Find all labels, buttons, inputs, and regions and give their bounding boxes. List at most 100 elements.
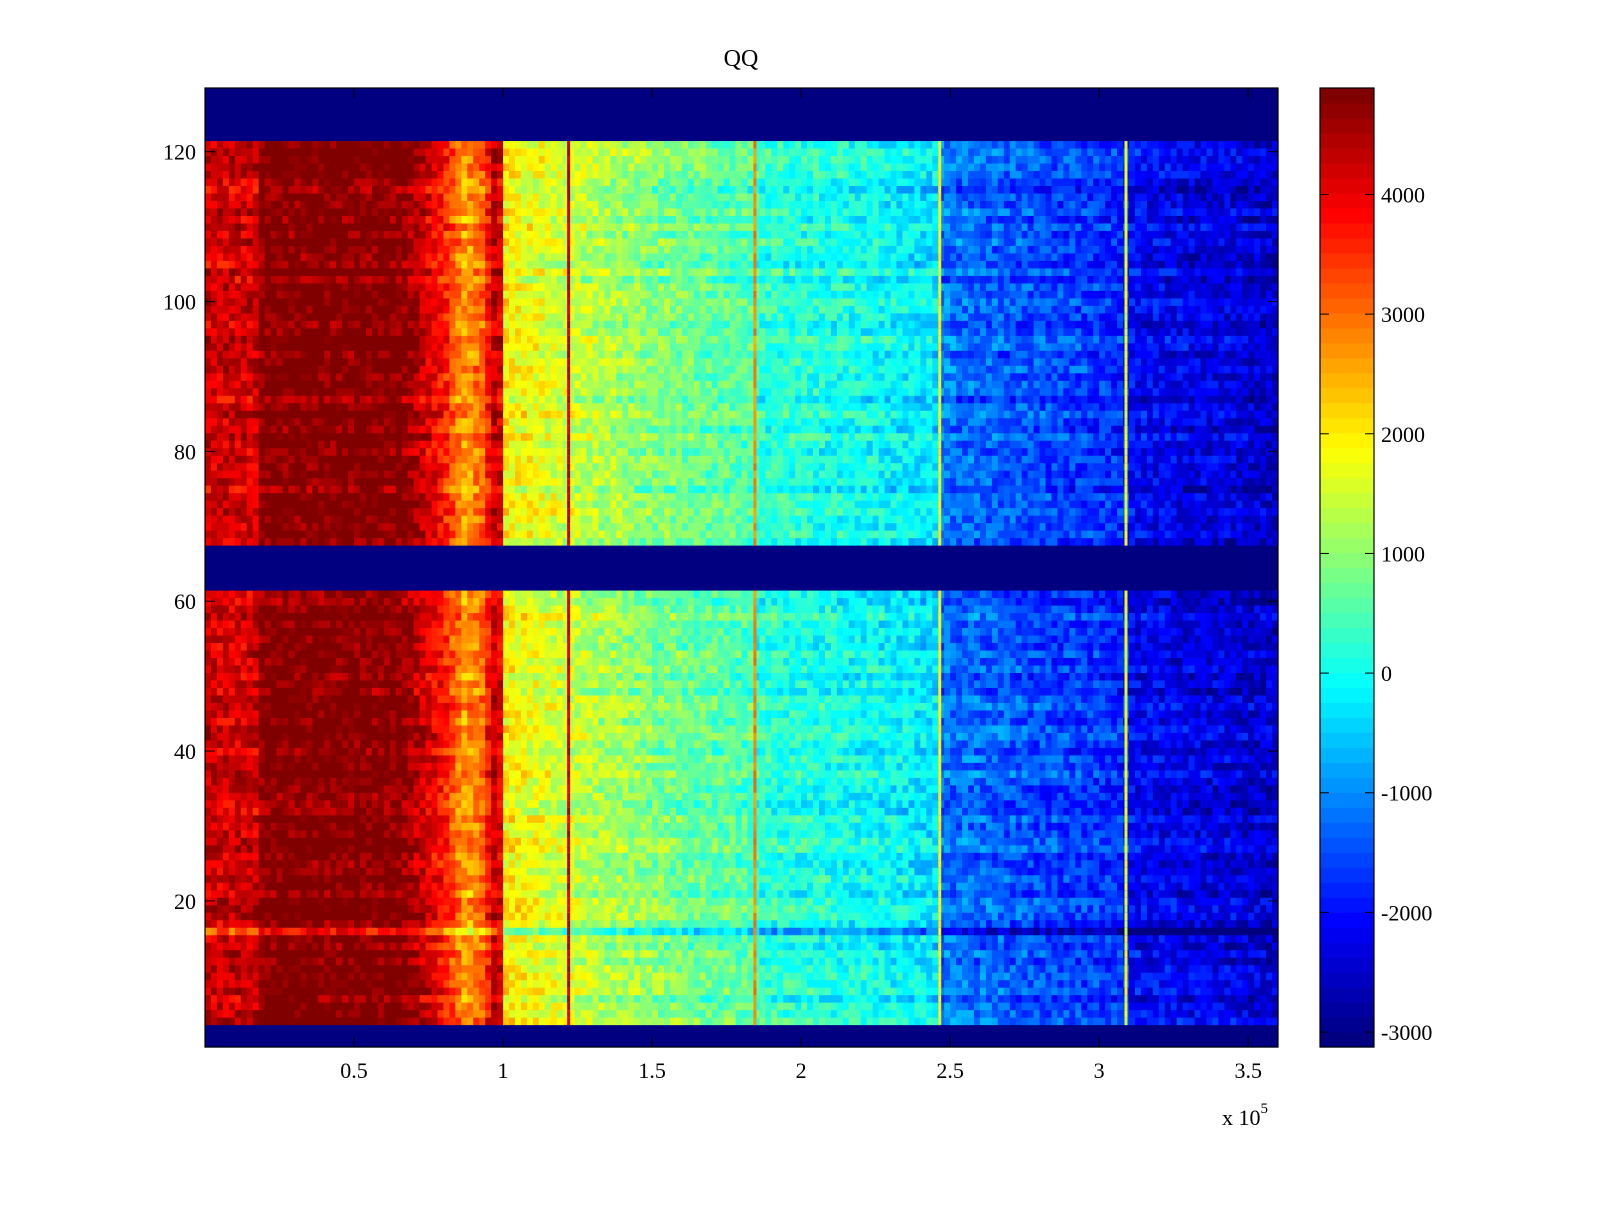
heatmap-cell xyxy=(706,905,713,913)
heatmap-cell xyxy=(724,845,731,853)
heatmap-cell xyxy=(1248,1017,1255,1025)
heatmap-cell xyxy=(461,822,468,830)
heatmap-cell xyxy=(551,935,558,943)
heatmap-cell xyxy=(1189,1017,1196,1025)
heatmap-cell xyxy=(736,1010,743,1018)
heatmap-cell xyxy=(986,882,993,890)
heatmap-cell xyxy=(277,897,284,905)
heatmap-cell xyxy=(420,972,427,980)
heatmap-cell xyxy=(628,875,635,883)
heatmap-cell xyxy=(1236,995,1243,1003)
heatmap-cell xyxy=(926,995,933,1003)
heatmap-cell xyxy=(1218,1002,1225,1010)
heatmap-cell xyxy=(390,1017,397,1025)
heatmap-cell xyxy=(837,920,844,928)
heatmap-cell xyxy=(1135,1017,1142,1025)
heatmap-line-cell xyxy=(938,875,941,883)
heatmap-cell xyxy=(1004,927,1011,935)
heatmap-cell xyxy=(747,845,754,853)
heatmap-cell xyxy=(348,912,355,920)
heatmap-cell xyxy=(1105,897,1112,905)
heatmap-cell xyxy=(825,987,832,995)
heatmap-cell xyxy=(1189,980,1196,988)
heatmap-cell xyxy=(1099,957,1106,965)
heatmap-cell xyxy=(1212,935,1219,943)
heatmap-cell xyxy=(1236,875,1243,883)
heatmap-cell xyxy=(1093,950,1100,958)
heatmap-cell xyxy=(223,972,230,980)
heatmap-cell xyxy=(467,837,474,845)
heatmap-cell xyxy=(1081,1002,1088,1010)
heatmap-cell xyxy=(509,972,516,980)
heatmap-cell xyxy=(527,972,534,980)
heatmap-cell xyxy=(634,845,641,853)
heatmap-cell xyxy=(1010,852,1017,860)
heatmap-cell xyxy=(968,927,975,935)
heatmap-cell xyxy=(241,845,248,853)
heatmap-cell xyxy=(449,1002,456,1010)
heatmap-line-cell xyxy=(753,1002,756,1010)
heatmap-cell xyxy=(831,837,838,845)
heatmap-cell xyxy=(694,897,701,905)
heatmap-cell xyxy=(980,995,987,1003)
heatmap-cell xyxy=(217,920,224,928)
heatmap-cell xyxy=(1129,897,1136,905)
heatmap-cell xyxy=(443,852,450,860)
heatmap-cell xyxy=(777,957,784,965)
heatmap-cell xyxy=(312,942,319,950)
heatmap-line-cell xyxy=(1124,875,1127,883)
heatmap-cell xyxy=(616,935,623,943)
heatmap-cell xyxy=(545,890,552,898)
heatmap-cell xyxy=(420,890,427,898)
heatmap-cell xyxy=(1117,837,1124,845)
heatmap-cell xyxy=(634,1017,641,1025)
heatmap-cell xyxy=(247,815,254,823)
heatmap-cell xyxy=(306,927,313,935)
heatmap-cell xyxy=(640,995,647,1003)
heatmap-cell xyxy=(277,837,284,845)
heatmap-cell xyxy=(533,830,540,838)
heatmap-cell xyxy=(980,1010,987,1018)
heatmap-cell xyxy=(1147,942,1154,950)
heatmap-cell xyxy=(742,912,749,920)
heatmap-cell xyxy=(527,1010,534,1018)
heatmap-cell xyxy=(610,875,617,883)
heatmap-cell xyxy=(396,972,403,980)
heatmap-cell xyxy=(1093,897,1100,905)
heatmap-cell xyxy=(211,942,218,950)
heatmap-cell xyxy=(783,882,790,890)
heatmap-line-cell xyxy=(567,897,570,905)
heatmap-cell xyxy=(473,875,480,883)
heatmap-cell xyxy=(1206,965,1213,973)
heatmap-cell xyxy=(1236,987,1243,995)
heatmap-cell xyxy=(861,890,868,898)
heatmap-cell xyxy=(1224,830,1231,838)
heatmap-line-cell xyxy=(753,942,756,950)
heatmap-cell xyxy=(342,1010,349,1018)
heatmap-cell xyxy=(449,935,456,943)
heatmap-cell xyxy=(503,890,510,898)
heatmap-cell xyxy=(1129,995,1136,1003)
heatmap-cell xyxy=(968,950,975,958)
heatmap-line-cell xyxy=(567,1002,570,1010)
heatmap-cell xyxy=(1183,875,1190,883)
heatmap-cell xyxy=(503,860,510,868)
heatmap-cell xyxy=(1129,882,1136,890)
heatmap-cell xyxy=(509,867,516,875)
heatmap-cell xyxy=(658,912,665,920)
heatmap-cell xyxy=(1004,830,1011,838)
heatmap-cell xyxy=(306,995,313,1003)
heatmap-cell xyxy=(1117,920,1124,928)
heatmap-cell xyxy=(622,942,629,950)
heatmap-cell xyxy=(1165,987,1172,995)
heatmap-cell xyxy=(1147,920,1154,928)
heatmap-cell xyxy=(1266,1017,1273,1025)
heatmap-cell xyxy=(342,957,349,965)
heatmap-cell xyxy=(1242,995,1249,1003)
heatmap-cell xyxy=(974,822,981,830)
heatmap-cell xyxy=(604,875,611,883)
heatmap-cell xyxy=(306,875,313,883)
heatmap-cell xyxy=(1010,950,1017,958)
heatmap-cell xyxy=(1248,875,1255,883)
heatmap-cell xyxy=(1224,860,1231,868)
